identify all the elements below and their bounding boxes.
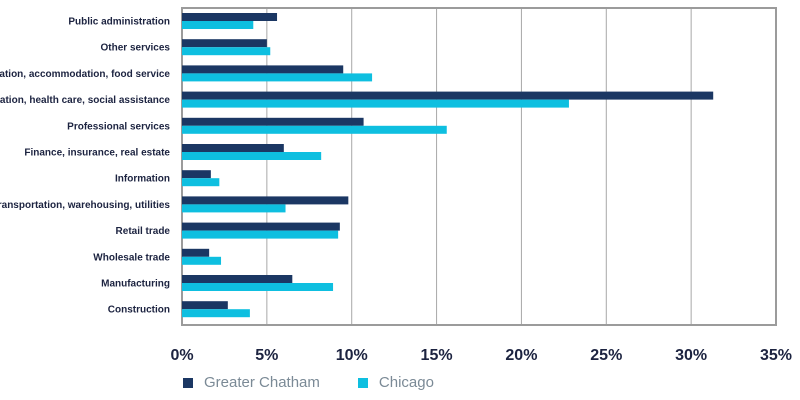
bar-chicago-manufacturing [182, 283, 334, 291]
bar-chicago-finance-insurance-real-estate [182, 152, 322, 160]
bar-greater-chatham-other-services [182, 39, 267, 48]
bar-chicago-professional-services [182, 125, 447, 134]
bar-chicago-information [182, 178, 220, 187]
bar-chicago-construction [182, 309, 250, 318]
bar-greater-chatham-public-administration [182, 13, 278, 21]
legend-label-greater-chatham: Greater Chatham [204, 374, 320, 391]
category-label-other-services: Other services [101, 43, 171, 54]
bar-chicago-education-health-care-social-assistance [182, 99, 569, 108]
category-label-arts-recreation-accommodation-food-service: Arts, recreation, accommodation, food se… [0, 69, 170, 80]
bar-greater-chatham-wholesale-trade [182, 248, 210, 257]
category-label-information: Information [115, 174, 170, 185]
category-labels: Public administration Other services Arts,… [0, 17, 170, 316]
bar-greater-chatham-retail-trade [182, 222, 340, 231]
legend-label-chicago: Chicago [378, 374, 434, 391]
x-tick-5: 5% [255, 347, 278, 364]
bar-greater-chatham-professional-services [182, 117, 364, 126]
category-label-retail-trade: Retail trade [116, 226, 171, 237]
category-label-public-administration: Public administration [68, 17, 170, 28]
bar-chicago-other-services [182, 47, 271, 56]
bar-greater-chatham-arts-recreation-accommodation-food-service [182, 65, 344, 74]
category-label-manufacturing: Manufacturing [101, 279, 170, 290]
legend-item-greater-chatham: Greater Chatham [183, 374, 320, 391]
x-tick-10: 10% [336, 347, 368, 364]
category-label-finance-insurance-real-estate: Finance, insurance, real estate [24, 148, 170, 159]
gridlines [266, 8, 692, 325]
x-tick-15: 15% [421, 347, 453, 364]
x-tick-35: 35% [760, 347, 792, 364]
category-label-transportation-warehousing-utilities: Transportation, warehousing, utilities [0, 200, 170, 211]
legend: Greater Chatham Chicago [183, 374, 434, 391]
category-label-professional-services: Professional services [67, 121, 170, 132]
bar-greater-chatham-transportation-warehousing-utilities [182, 196, 349, 205]
legend-swatch-greater-chatham [183, 377, 193, 388]
bar-chicago-public-administration [182, 21, 254, 29]
bar-chicago-retail-trade [182, 230, 339, 239]
x-tick-20: 20% [505, 347, 537, 364]
category-label-construction: Construction [108, 305, 170, 316]
bar-chicago-transportation-warehousing-utilities [182, 204, 286, 213]
bar-chicago-wholesale-trade [182, 256, 222, 265]
x-tick-25: 25% [590, 347, 622, 364]
bar-greater-chatham-information [182, 170, 211, 179]
category-label-wholesale-trade: Wholesale trade [93, 252, 170, 263]
bar-greater-chatham-education-health-care-social-assistance [182, 91, 714, 100]
bar-greater-chatham-finance-insurance-real-estate [182, 144, 284, 152]
x-tick-labels: 0% 5% 10% 15% 20% 25% 30% 35% [170, 347, 792, 364]
legend-item-chicago: Chicago [357, 374, 434, 391]
bar-greater-chatham-construction [182, 301, 228, 310]
x-tick-0: 0% [170, 347, 193, 364]
legend-swatch-chicago [357, 377, 368, 388]
category-label-education-health-care-social-assistance: Education, health care, social assistanc… [0, 95, 170, 106]
x-tick-30: 30% [675, 347, 707, 364]
plot-frame [181, 7, 777, 326]
bar-chicago-arts-recreation-accommodation-food-service [182, 73, 373, 82]
bar-greater-chatham-manufacturing [182, 275, 293, 283]
bars [182, 13, 714, 318]
